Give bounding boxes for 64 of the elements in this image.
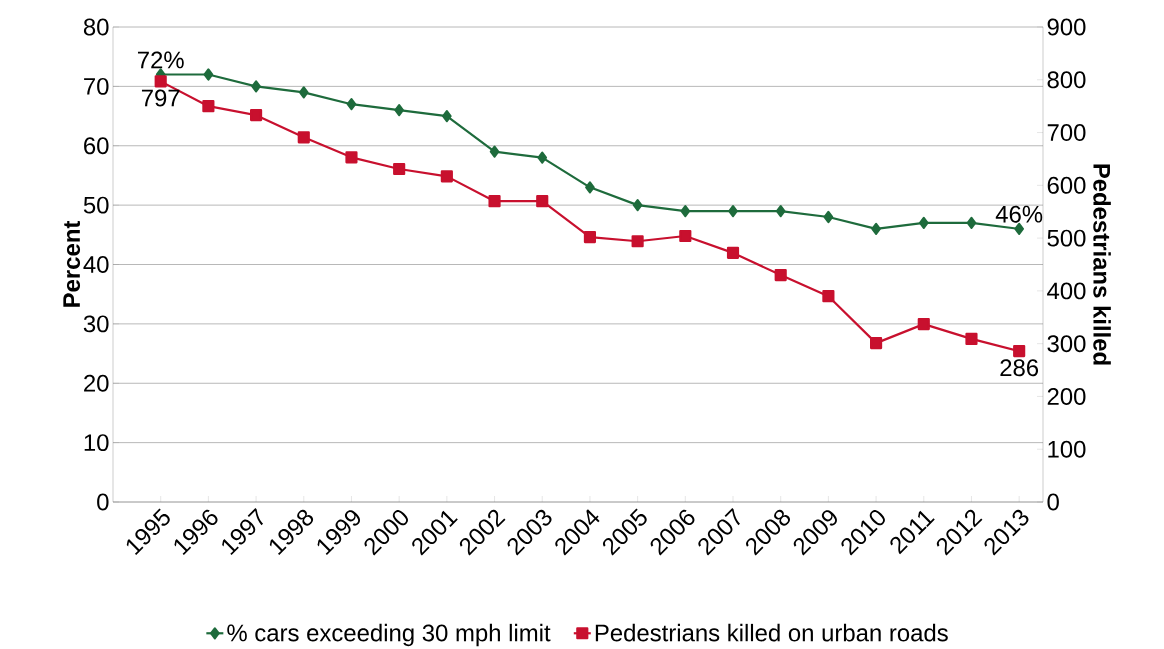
annotation: 797 xyxy=(141,89,180,107)
point xyxy=(202,100,215,113)
y2-tick-label: 0 xyxy=(1047,493,1059,511)
point xyxy=(394,104,404,117)
point xyxy=(632,199,643,212)
point xyxy=(442,109,452,123)
point xyxy=(726,246,740,259)
point xyxy=(297,131,310,144)
y2-tick-label: 100 xyxy=(1048,440,1086,458)
point xyxy=(631,235,644,248)
point xyxy=(393,162,406,176)
y-axis-title: Percent xyxy=(63,220,81,307)
y-tick-label: 80 xyxy=(83,18,109,36)
y2-tick-label: 300 xyxy=(1047,335,1086,353)
point xyxy=(203,68,214,81)
point xyxy=(871,222,881,235)
y-tick-label: 20 xyxy=(84,374,109,392)
y2-axis-title: Pedestrians killed xyxy=(1093,164,1111,365)
y2-tick-label: 800 xyxy=(1047,71,1086,89)
annotation: 46% xyxy=(995,205,1043,223)
y2-tick-label: 400 xyxy=(1047,282,1086,300)
point xyxy=(966,216,977,230)
point xyxy=(536,195,549,208)
point xyxy=(298,86,309,99)
point xyxy=(537,151,548,164)
point xyxy=(679,229,692,243)
point xyxy=(1013,344,1026,358)
legend-label: Pedestrians killed on urban roads xyxy=(595,623,948,642)
point xyxy=(775,204,786,218)
y2-tick-label: 600 xyxy=(1047,176,1086,194)
point xyxy=(585,181,595,194)
point xyxy=(965,332,978,345)
point xyxy=(346,98,357,111)
y2-tick-label: 200 xyxy=(1047,387,1086,405)
y-tick-label: 50 xyxy=(83,196,109,214)
point xyxy=(154,75,167,88)
y-tick-label: 40 xyxy=(83,256,109,273)
point xyxy=(918,216,929,230)
annotation: 72% xyxy=(137,51,184,69)
y2-tick-label: 900 xyxy=(1047,18,1086,36)
point xyxy=(823,210,834,224)
point xyxy=(728,204,738,218)
y2-tick-label: 500 xyxy=(1047,229,1086,247)
y-tick-label: 30 xyxy=(83,315,109,333)
y-tick-label: 70 xyxy=(84,77,109,95)
point xyxy=(917,318,930,331)
point xyxy=(680,204,691,218)
y-tick-label: 0 xyxy=(97,493,109,511)
point xyxy=(583,230,597,244)
legend-label: % cars exceeding 30 mph limit xyxy=(227,623,551,647)
point xyxy=(870,337,883,350)
point xyxy=(251,80,261,93)
point xyxy=(489,145,500,158)
point xyxy=(250,109,263,122)
annotation: 286 xyxy=(1000,359,1039,377)
point xyxy=(440,170,453,183)
y-tick-label: 60 xyxy=(84,137,109,155)
y2-tick-label: 700 xyxy=(1047,124,1086,142)
y-tick-label: 10 xyxy=(84,434,109,452)
point xyxy=(774,268,787,282)
point xyxy=(1014,222,1024,235)
point xyxy=(488,195,501,208)
point xyxy=(345,151,358,164)
point xyxy=(822,290,835,303)
